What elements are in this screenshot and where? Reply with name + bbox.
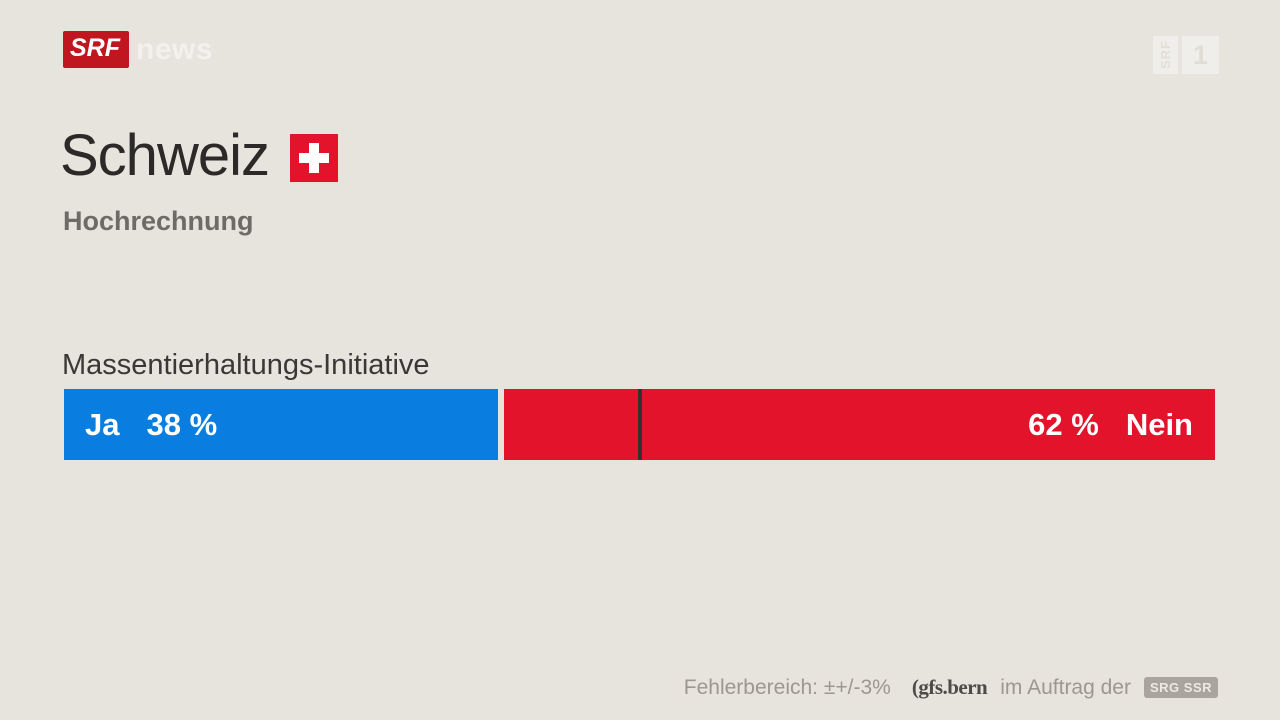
srf-news-logo: SRF news (63, 31, 213, 68)
ja-label: Ja (85, 406, 120, 442)
srg-ssr-badge: SRG SSR (1143, 677, 1218, 698)
srf-logo-icon: SRF (63, 31, 129, 68)
nein-label: Nein (1125, 406, 1193, 442)
title-row: Schweiz (60, 124, 338, 188)
watermark-srf-icon: SRF (1153, 36, 1178, 74)
srf1-channel-watermark: SRF 1 (1153, 36, 1219, 74)
fifty-percent-threshold-line (637, 389, 642, 460)
nein-value: 62 % (1028, 406, 1099, 442)
bar-segment-nein: 62 % Nein (504, 389, 1215, 460)
result-bar: Ja 38 % 62 % Nein (64, 389, 1215, 460)
chart-title: Massentierhaltungs-Initiative (62, 349, 430, 381)
subtitle-hochrechnung: Hochrechnung (63, 206, 254, 236)
ja-value: 38 % (146, 406, 218, 442)
gfs-bern-logo: (gfs.bern (911, 675, 988, 699)
swiss-flag-icon (289, 134, 338, 182)
srf-news-wordmark: news (136, 32, 214, 66)
error-margin-note: Fehlerbereich: ±+/-3% (683, 675, 891, 699)
watermark-channel-1-icon: 1 (1182, 36, 1219, 74)
attribution-text: im Auftrag der (1000, 675, 1131, 699)
flag-cross-horizontal (298, 153, 329, 163)
footer: Fehlerbereich: ±+/-3% (gfs.bern im Auftr… (684, 675, 1218, 700)
bar-segment-ja: Ja 38 % (64, 389, 499, 460)
page-title: Schweiz (60, 123, 270, 188)
